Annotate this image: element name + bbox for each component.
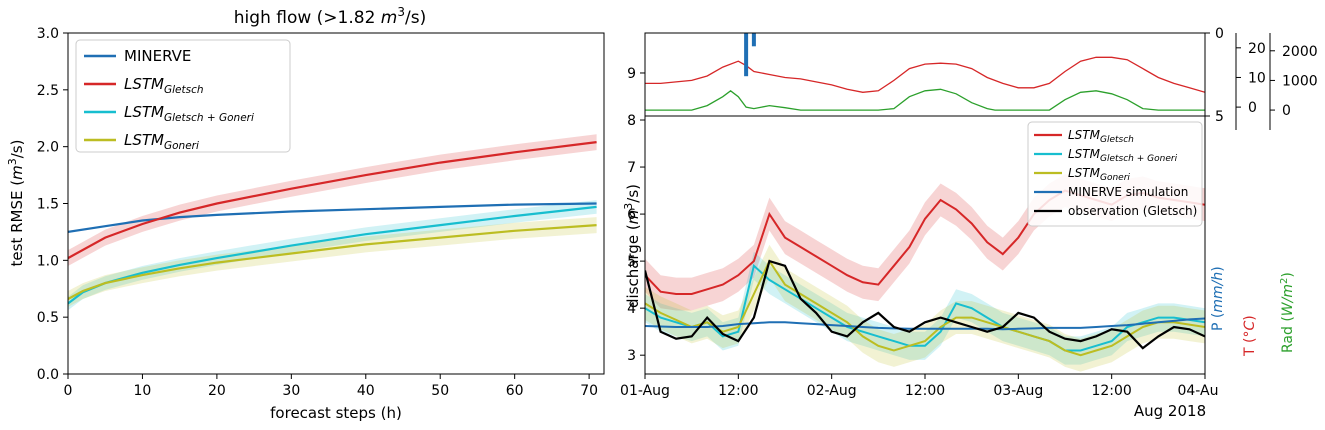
title-exponent: 3	[397, 5, 405, 19]
series-band-1	[645, 251, 1205, 365]
x-tick-label: 12:00	[718, 383, 758, 399]
ylabel-exponent: 3	[6, 158, 19, 165]
y-tick-label: 1.5	[37, 197, 59, 213]
y-tick-label: 0.5	[37, 310, 59, 326]
y-axis-label: test RMSE (m3/s)	[6, 140, 26, 267]
meteo-tick-label: 2000	[1282, 44, 1318, 60]
x-tick-label: 12:00	[1091, 383, 1131, 399]
x-tick-label: 50	[431, 383, 449, 399]
meteo-axis-label: P (mm/h)	[1210, 266, 1226, 331]
y-tick-label: 1.0	[37, 253, 59, 269]
discharge-chart: 01-Aug 12:00 02-Aug 12:00 03-Aug 12:00 04-Au 3…	[620, 26, 1318, 420]
legend-label: LSTMGletsch	[124, 75, 204, 96]
y-tick-label: 3	[627, 348, 636, 364]
series-line-0	[68, 202, 597, 233]
series-band-2	[645, 244, 1205, 372]
x-tick-label: 10	[134, 383, 152, 399]
series-band-1	[68, 134, 597, 266]
ylabel-suffix: /s)	[624, 184, 642, 203]
y-tick-label: 3.0	[37, 26, 59, 42]
rmse-chart: high flow (>1.82 m3/s) 0 10 20 30 40 50 60 70 0…	[6, 5, 605, 422]
ylabel-suffix: /s)	[8, 140, 26, 159]
x-tick-label: 03-Aug	[993, 383, 1043, 399]
legend-box	[1027, 121, 1203, 227]
title-suffix: /s)	[405, 8, 426, 28]
x-axis-label: forecast steps (h)	[270, 404, 402, 422]
ylabel-prefix: test RMSE (	[8, 180, 26, 267]
y-tick-label: 2.5	[37, 83, 59, 99]
meteo-axis-label: T (°C)	[1242, 315, 1258, 357]
ylabel-prefix: discharge (	[624, 224, 642, 308]
ylabel-unit: m	[624, 210, 642, 225]
y-tick-label: 7	[627, 160, 636, 176]
x-tick-label: 70	[580, 383, 598, 399]
ylabel-exponent: 3	[622, 203, 635, 210]
legend-label: MINERVE simulation	[1068, 185, 1188, 199]
title-prefix: high flow (>1.82	[234, 8, 381, 28]
legend-label: LSTMGoneri	[124, 131, 199, 152]
series-line-1	[68, 141, 597, 260]
meteo-tick-label: 0	[1282, 103, 1291, 119]
y-tick-label: 8	[627, 113, 636, 129]
legend-label: MINERVE	[124, 47, 191, 65]
legend-label: LSTMGletsch + Goneri	[1068, 147, 1178, 164]
ylabel-unit: m	[8, 165, 26, 180]
meteo-tick-label: 1000	[1282, 73, 1318, 89]
chart-title: high flow (>1.82 m3/s)	[234, 5, 426, 28]
x-tick-label: 12:00	[905, 383, 945, 399]
y-tick-label: 2.0	[37, 140, 59, 156]
x-tick-label: 20	[208, 383, 226, 399]
legend-label: LSTMGletsch	[1068, 128, 1134, 145]
meteo-tick-label: 20	[1248, 41, 1266, 57]
y-tick-label: 5	[627, 254, 636, 270]
temperature-line	[645, 56, 1205, 93]
y-tick-label: 6	[627, 207, 636, 223]
x-tick-label: 02-Aug	[807, 383, 857, 399]
x-tick-label: 30	[282, 383, 300, 399]
series-line-1	[645, 263, 1205, 352]
legend: LSTMGletsch LSTMGletsch + Goneri LSTMGoner…	[1027, 121, 1203, 227]
discharge-axis-label: discharge (m3/s)	[622, 184, 642, 308]
title-unit: m	[381, 8, 398, 28]
x-axis-date-label: Aug 2018	[1134, 402, 1206, 420]
x-tick-label: 40	[357, 383, 375, 399]
x-tick-label: 0	[64, 383, 73, 399]
meteo-tick-label: 0	[1215, 26, 1224, 42]
legend-box	[75, 39, 291, 153]
radiation-line	[645, 88, 1205, 111]
meteo-tick-label: 10	[1248, 70, 1266, 86]
legend-label: LSTMGletsch + Goneri	[124, 103, 254, 124]
precip-bar-1	[751, 33, 756, 47]
series-line-3	[68, 224, 597, 300]
legend: MINERVE LSTMGletsch LSTMGletsch + Goneri LS…	[75, 39, 291, 153]
series-line-4	[645, 259, 1205, 350]
meteo-tick-label: 0	[1248, 100, 1257, 116]
meteo-tick-label: 5	[1215, 109, 1224, 125]
x-tick-label: 01-Aug	[620, 383, 670, 399]
series-line-3	[645, 317, 1205, 331]
y-tick-label: 4	[627, 301, 636, 317]
y-tick-label: 0.0	[37, 367, 59, 383]
series-band-2	[68, 200, 597, 311]
legend-label: LSTMGoneri	[1068, 166, 1130, 183]
x-tick-label: 60	[506, 383, 524, 399]
series-line-2	[645, 259, 1205, 357]
meteo-axis-label: Rad (W/m2)	[1279, 272, 1296, 353]
series-band-3	[68, 217, 597, 307]
precip-bar-0	[744, 33, 749, 77]
x-tick-label: 04-Au	[1177, 383, 1218, 399]
y-tick-label: 9	[627, 66, 636, 82]
legend-label: observation (Gletsch)	[1068, 204, 1197, 218]
